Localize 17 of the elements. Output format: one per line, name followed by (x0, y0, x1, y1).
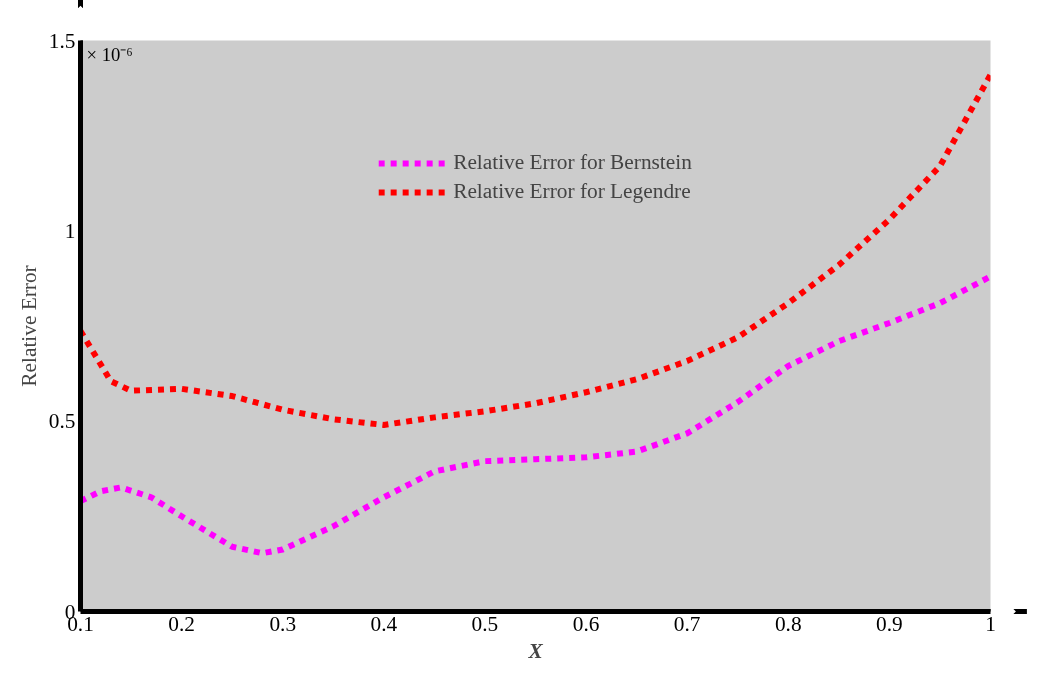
y-tick-label: 1.5 (48, 28, 76, 53)
legend-label: Relative Error for Bernstein (453, 150, 692, 175)
y-axis-title: Relative Error (16, 265, 41, 387)
y-tick-label: 1 (64, 218, 76, 243)
y-tick-label: 0.5 (48, 409, 76, 434)
x-tick-label: 0.2 (168, 611, 195, 636)
legend-label: Relative Error for Legendre (453, 179, 691, 204)
x-tick-label: 0.8 (774, 611, 802, 636)
x-tick-label: 0.5 (471, 611, 499, 636)
x-tick-label: 0.7 (673, 611, 701, 636)
x-axis-title: X (527, 638, 544, 663)
x-tick-label: 0.9 (876, 611, 903, 636)
x-tick-label: 1 (985, 611, 996, 636)
x-tick-label: 0.6 (572, 611, 600, 636)
annotation: × 10⁻⁶ (86, 43, 133, 65)
x-tick-label: 0.3 (269, 611, 297, 636)
x-tick-label: 0.4 (370, 611, 398, 636)
